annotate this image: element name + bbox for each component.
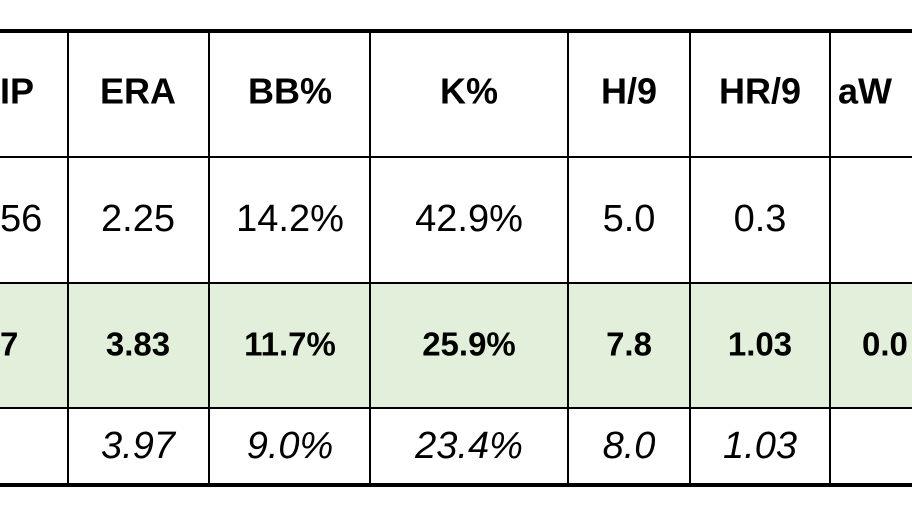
- header-cell: HR/9: [719, 71, 801, 112]
- table-cell: 9.0%: [247, 425, 334, 467]
- table-cell: 0.0: [862, 326, 908, 363]
- table-cell: 11.7%: [244, 326, 336, 363]
- header-cell: aW: [838, 71, 892, 112]
- table-cell: 2.25: [101, 198, 175, 240]
- header-cell: ERA: [100, 71, 176, 112]
- table-cell: 25.9%: [422, 326, 516, 363]
- header-cell: H/9: [601, 71, 657, 112]
- highlight-row: [0, 283, 912, 408]
- table-cell: 56: [0, 198, 42, 240]
- table-cell: 3.97: [101, 425, 177, 467]
- header-cell: K%: [440, 71, 498, 112]
- header-cell: IP: [0, 71, 34, 112]
- grid: [0, 31, 912, 485]
- table-cell: 23.4%: [414, 425, 523, 467]
- outer-border: [0, 29, 912, 487]
- table-cell: 5.0: [603, 198, 656, 240]
- table-cell: 14.2%: [236, 198, 344, 240]
- table-cell: 3.83: [106, 326, 170, 363]
- table-cell: 7: [0, 326, 18, 363]
- table-cell: 1.03: [723, 425, 797, 467]
- table-cell: 0.3: [734, 198, 787, 240]
- table-cell: 7.8: [606, 326, 652, 363]
- table-cell: 42.9%: [415, 198, 523, 240]
- table-cell: 8.0: [603, 425, 656, 467]
- table-cell: 1.03: [728, 326, 792, 363]
- header-cell: BB%: [248, 71, 332, 112]
